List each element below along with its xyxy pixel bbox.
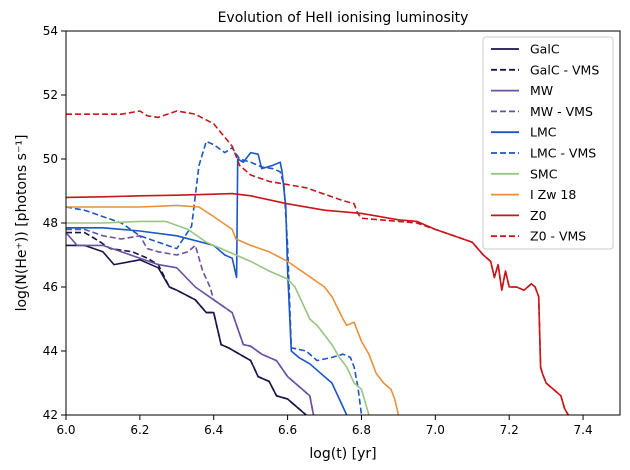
y-axis: 42 44 46 48 50 52 54 (43, 24, 66, 422)
series-line-lmc (66, 151, 348, 415)
y-tick-label: 52 (43, 88, 58, 102)
x-tick-label: 7.0 (426, 423, 445, 437)
legend-label: LMC - VMS (530, 146, 596, 161)
x-tick-label: 6.4 (204, 423, 223, 437)
y-tick-label: 46 (43, 280, 58, 294)
legend-label: SMC (530, 166, 558, 181)
series-line-z0-vms (66, 110, 569, 415)
x-tick-label: 7.4 (574, 423, 593, 437)
x-tick-label: 6.0 (56, 423, 75, 437)
series-layer (66, 110, 569, 415)
legend-label: Z0 (530, 208, 547, 223)
x-tick-label: 6.8 (352, 423, 371, 437)
x-tick-label: 6.2 (130, 423, 149, 437)
y-axis-label: log(N(He⁺)) [photons s⁻¹] (14, 135, 30, 312)
x-tick-label: 7.2 (500, 423, 519, 437)
x-axis: 6.0 6.2 6.4 6.6 6.8 7.0 7.2 7.4 (56, 415, 593, 437)
series-line-mw-vms (66, 228, 315, 415)
legend: GalC GalC - VMS MW MW - VMS LMC LMC - VMS SMC I… (482, 36, 614, 250)
chart-title: Evolution of HeII ionising luminosity (218, 10, 469, 26)
y-tick-label: 48 (43, 216, 58, 230)
series-line-lmc-vms (66, 140, 363, 415)
series-line-mw (66, 232, 315, 415)
x-axis-label: log(t) [yr] (309, 446, 376, 462)
series-line-galc-vms (66, 231, 307, 415)
legend-label: I Zw 18 (530, 187, 576, 202)
legend-label: GalC - VMS (530, 62, 599, 77)
legend-label: LMC (530, 125, 557, 140)
series-line-smc (66, 220, 370, 415)
y-tick-label: 44 (43, 344, 58, 358)
y-tick-label: 42 (43, 408, 58, 422)
y-tick-label: 54 (43, 24, 58, 38)
legend-label: GalC (530, 42, 560, 57)
legend-label: Z0 - VMS (530, 229, 586, 244)
y-tick-label: 50 (43, 152, 58, 166)
series-line-i-zw-18 (66, 204, 400, 415)
legend-label: MW - VMS (530, 104, 593, 119)
x-tick-label: 6.6 (278, 423, 297, 437)
legend-label: MW (530, 83, 553, 98)
